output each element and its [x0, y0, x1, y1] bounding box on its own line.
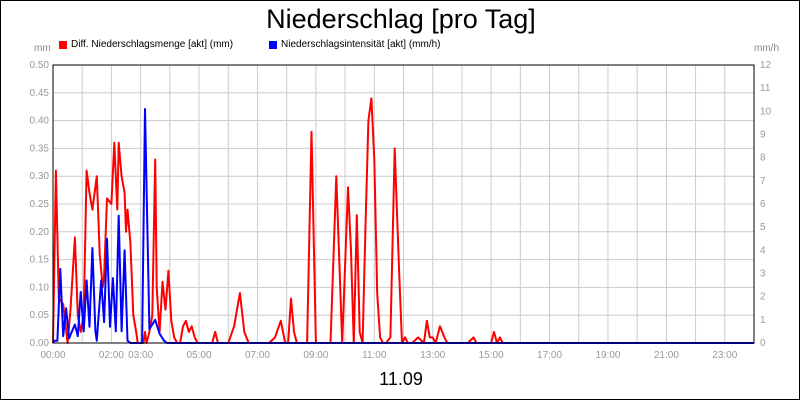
y-right-tick-label: 11 [760, 83, 771, 94]
legend-swatch-series-1 [59, 40, 67, 49]
y-right-tick-label: 3 [760, 269, 766, 280]
y-left-tick-label: 0.50 [30, 60, 50, 71]
y-right-tick-label: 4 [760, 245, 766, 256]
x-tick-label: 11:00 [362, 350, 387, 361]
y-left-tick-label: 0.20 [30, 227, 50, 238]
x-tick-label: 13:00 [420, 350, 445, 361]
y-right-tick-label: 7 [760, 176, 766, 187]
y-right-tick-label: 5 [760, 222, 766, 233]
y-left-tick-label: 0.15 [30, 255, 50, 266]
legend-item-series-2: Niederschlagsintensität [akt] (mm/h) [269, 39, 441, 50]
y-right-tick-label: 2 [760, 292, 766, 303]
y-left-tick-label: 0.10 [30, 282, 50, 293]
x-tick-label: 03:00 [128, 350, 153, 361]
y-left-tick-label: 0.30 [30, 171, 50, 182]
y-right-tick-label: 10 [760, 106, 772, 117]
x-tick-label: 09:00 [303, 350, 328, 361]
legend-item-series-1: Diff. Niederschlagsmenge [akt] (mm) [59, 39, 233, 50]
x-tick-label: 17:00 [537, 350, 562, 361]
legend-label-series-2: Niederschlagsintensität [akt] (mm/h) [281, 39, 441, 50]
y-right-tick-label: 9 [760, 130, 766, 141]
y-right-tick-label: 1 [760, 315, 766, 326]
x-tick-label: 23:00 [712, 350, 737, 361]
x-tick-label: 19:00 [595, 350, 620, 361]
legend-label-series-1: Diff. Niederschlagsmenge [akt] (mm) [71, 39, 234, 50]
chart-title: Niederschlag [pro Tag] [266, 4, 536, 34]
y-right-tick-label: 6 [760, 199, 766, 210]
x-tick-label: 21:00 [654, 350, 679, 361]
x-axis-label: 11.09 [379, 369, 423, 389]
y-right-tick-label: 12 [760, 60, 772, 71]
x-tick-label: 05:00 [187, 350, 212, 361]
x-tick-label: 02:00 [99, 350, 124, 361]
y-left-tick-label: 0.40 [30, 116, 50, 127]
legend-swatch-series-2 [269, 40, 277, 49]
y-right-tick-label: 0 [760, 338, 766, 349]
y-left-tick-label: 0.00 [30, 338, 50, 349]
right-axis-unit: mm/h [754, 43, 779, 54]
plot-border [52, 64, 755, 344]
left-axis-unit: mm [34, 43, 51, 54]
x-tick-label: 07:00 [245, 350, 270, 361]
y-left-tick-label: 0.45 [30, 88, 50, 99]
y-left-tick-label: 0.25 [30, 199, 50, 210]
y-right-tick-label: 8 [760, 153, 766, 164]
y-left-tick-label: 0.35 [30, 143, 50, 154]
y-left-tick-label: 0.05 [30, 310, 50, 321]
x-tick-label: 00:00 [40, 350, 65, 361]
x-tick-label: 15:00 [479, 350, 504, 361]
